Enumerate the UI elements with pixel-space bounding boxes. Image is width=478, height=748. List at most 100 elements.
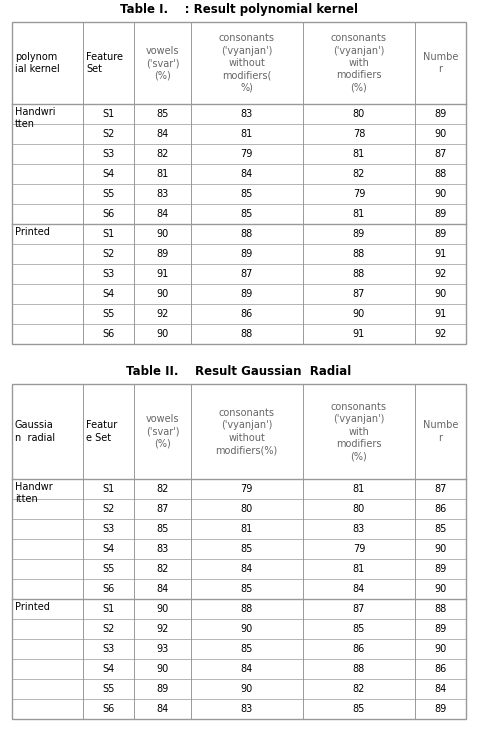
Text: 81: 81 (156, 169, 169, 179)
Text: 90: 90 (435, 289, 446, 299)
Text: S5: S5 (103, 564, 115, 574)
Text: 90: 90 (156, 664, 169, 674)
Text: 86: 86 (435, 504, 446, 514)
Text: 84: 84 (156, 584, 169, 594)
Text: 85: 85 (353, 704, 365, 714)
Text: S5: S5 (103, 684, 115, 694)
Text: Printed: Printed (15, 227, 50, 237)
Text: 79: 79 (353, 189, 365, 199)
Text: 88: 88 (353, 249, 365, 259)
Text: S4: S4 (103, 169, 115, 179)
Text: S2: S2 (103, 504, 115, 514)
Text: S2: S2 (103, 129, 115, 139)
Text: S2: S2 (103, 624, 115, 634)
Text: 90: 90 (435, 189, 446, 199)
Text: 78: 78 (353, 129, 365, 139)
Text: 92: 92 (156, 309, 169, 319)
Text: S4: S4 (103, 289, 115, 299)
Text: 91: 91 (156, 269, 169, 279)
Text: consonants
('vyanjan')
without
modifiers(%): consonants ('vyanjan') without modifiers… (216, 408, 278, 455)
Text: 90: 90 (156, 229, 169, 239)
Text: 83: 83 (240, 704, 253, 714)
Text: 80: 80 (353, 109, 365, 119)
Text: 89: 89 (156, 684, 169, 694)
Text: S4: S4 (103, 544, 115, 554)
Text: 84: 84 (240, 564, 253, 574)
Text: 86: 86 (240, 309, 253, 319)
Text: 83: 83 (240, 109, 253, 119)
Text: Featur
e Set: Featur e Set (87, 420, 118, 443)
Text: 79: 79 (240, 484, 253, 494)
Text: 90: 90 (156, 329, 169, 339)
Text: 89: 89 (435, 704, 446, 714)
Text: 84: 84 (156, 704, 169, 714)
Text: 83: 83 (156, 544, 169, 554)
Text: 92: 92 (435, 269, 446, 279)
Text: 89: 89 (353, 229, 365, 239)
Text: Numbe
r: Numbe r (423, 420, 458, 443)
Text: 89: 89 (435, 209, 446, 219)
Text: 82: 82 (156, 564, 169, 574)
Text: Table I.    : Result polynomial kernel: Table I. : Result polynomial kernel (120, 3, 358, 16)
Text: 90: 90 (240, 624, 253, 634)
Text: 93: 93 (156, 644, 169, 654)
Text: 80: 80 (353, 504, 365, 514)
Text: 91: 91 (435, 309, 446, 319)
Text: 89: 89 (156, 249, 169, 259)
Text: consonants
('vyanjan')
with
modifiers
(%): consonants ('vyanjan') with modifiers (%… (331, 33, 387, 93)
Text: 85: 85 (435, 524, 446, 534)
Text: consonants
('vyanjan')
without
modifiers(
%): consonants ('vyanjan') without modifiers… (218, 33, 275, 93)
Text: 82: 82 (156, 149, 169, 159)
Text: 89: 89 (240, 249, 253, 259)
Text: 79: 79 (353, 544, 365, 554)
Text: 91: 91 (353, 329, 365, 339)
Text: 90: 90 (156, 604, 169, 614)
Text: 85: 85 (240, 189, 253, 199)
Text: 87: 87 (353, 289, 365, 299)
Text: S5: S5 (103, 189, 115, 199)
Text: 87: 87 (435, 484, 446, 494)
Text: 80: 80 (240, 504, 253, 514)
Text: 89: 89 (435, 229, 446, 239)
Text: Printed: Printed (15, 602, 50, 612)
Text: 89: 89 (435, 109, 446, 119)
Text: Handwr
itten: Handwr itten (15, 482, 53, 504)
Text: 87: 87 (240, 269, 253, 279)
Text: 87: 87 (353, 604, 365, 614)
Text: 88: 88 (240, 329, 253, 339)
Text: Gaussia
n  radial: Gaussia n radial (15, 420, 55, 443)
Text: S5: S5 (103, 309, 115, 319)
Text: S1: S1 (103, 109, 115, 119)
Text: S6: S6 (103, 584, 115, 594)
Text: 90: 90 (240, 684, 253, 694)
Text: 85: 85 (240, 584, 253, 594)
Text: 83: 83 (353, 524, 365, 534)
Text: 79: 79 (240, 149, 253, 159)
Text: 81: 81 (353, 209, 365, 219)
Text: 90: 90 (435, 644, 446, 654)
Bar (12, 384, 466, 719)
Text: S6: S6 (103, 704, 115, 714)
Text: 89: 89 (435, 564, 446, 574)
Text: 85: 85 (240, 209, 253, 219)
Text: 82: 82 (156, 484, 169, 494)
Text: S1: S1 (103, 229, 115, 239)
Text: 84: 84 (353, 584, 365, 594)
Text: S3: S3 (103, 644, 115, 654)
Text: 91: 91 (435, 249, 446, 259)
Text: 88: 88 (353, 664, 365, 674)
Text: 89: 89 (435, 624, 446, 634)
Text: 82: 82 (353, 684, 365, 694)
Text: 85: 85 (240, 644, 253, 654)
Text: S3: S3 (103, 269, 115, 279)
Text: 88: 88 (353, 269, 365, 279)
Text: S6: S6 (103, 329, 115, 339)
Text: 88: 88 (240, 604, 253, 614)
Text: 87: 87 (156, 504, 169, 514)
Text: S3: S3 (103, 149, 115, 159)
Text: 84: 84 (240, 664, 253, 674)
Text: 85: 85 (156, 109, 169, 119)
Text: 90: 90 (353, 309, 365, 319)
Text: 85: 85 (353, 624, 365, 634)
Text: 92: 92 (435, 329, 446, 339)
